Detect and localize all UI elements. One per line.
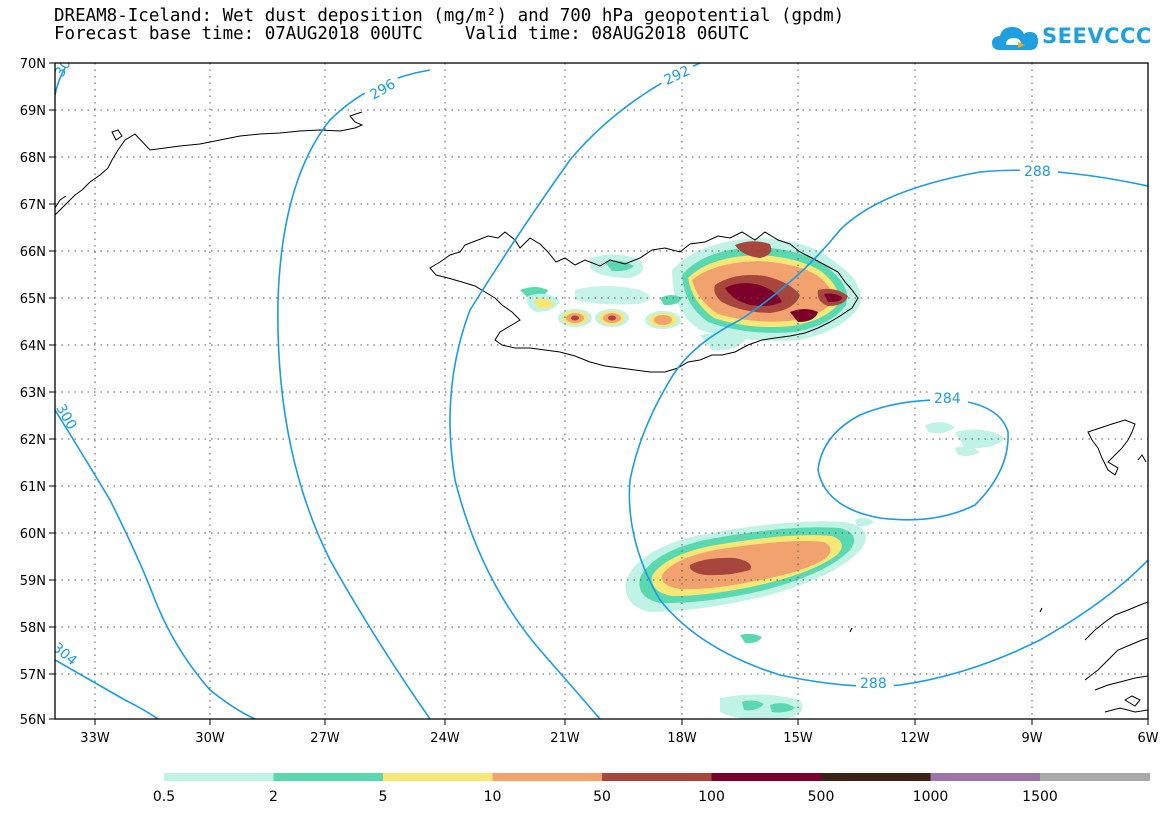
axis-ticks	[49, 62, 1149, 725]
lon-label: 30W	[195, 731, 225, 746]
legend-label: 0.5	[153, 789, 175, 805]
lat-label: 57N	[20, 668, 46, 683]
legend-label: 1500	[1022, 789, 1058, 805]
legend-label: 10	[484, 789, 502, 805]
legend-label: 5	[379, 789, 388, 805]
lat-label: 68N	[20, 151, 46, 166]
lat-label: 63N	[20, 386, 46, 401]
lon-label: 33W	[80, 731, 110, 746]
geopotential-contours	[55, 63, 1148, 719]
lon-label: 12W	[900, 731, 930, 746]
map-frame	[55, 63, 1148, 719]
legend-swatch	[1040, 773, 1150, 781]
lat-label: 62N	[20, 433, 46, 448]
latitude-labels: 70N 69N 68N 67N 66N 65N 64N 63N 62N 61N …	[20, 57, 46, 728]
map-subtitle: Forecast base time: 07AUG2018 00UTC Vali…	[54, 24, 750, 44]
lat-label: 56N	[20, 713, 46, 728]
lat-label: 67N	[20, 198, 46, 213]
legend-swatch	[492, 773, 603, 781]
lat-label: 59N	[20, 574, 46, 589]
map-title: DREAM8-Iceland: Wet dust deposition (mg/…	[54, 6, 845, 26]
legend-label: 100	[698, 789, 725, 805]
legend-label: 2	[269, 789, 278, 805]
legend-swatch	[930, 773, 1041, 781]
legend-swatch	[164, 773, 274, 781]
lat-label: 64N	[20, 339, 46, 354]
contour-label-284: 284	[934, 391, 961, 407]
legend-swatch	[383, 773, 493, 781]
color-legend: 0.5 2 5 10 50 100 500 1000 1500	[153, 773, 1150, 805]
lon-label: 6W	[1137, 731, 1158, 746]
contour-label-288-south: 288	[860, 676, 887, 692]
lon-label: 24W	[430, 731, 460, 746]
lat-label: 65N	[20, 292, 46, 307]
lon-label: 27W	[310, 731, 340, 746]
map-border	[54, 62, 1149, 720]
lon-label: 21W	[550, 731, 580, 746]
longitude-labels: 33W 30W 27W 24W 21W 18W 15W 12W 9W 6W	[80, 731, 1158, 746]
legend-swatch	[602, 773, 712, 781]
legend-label: 50	[593, 789, 611, 805]
lon-label: 18W	[667, 731, 697, 746]
cloud-logo-icon	[992, 27, 1038, 50]
map-gridlines	[55, 63, 1148, 719]
lat-label: 58N	[20, 621, 46, 636]
lat-label: 70N	[20, 57, 46, 72]
lat-label: 69N	[20, 104, 46, 119]
lat-label: 61N	[20, 480, 46, 495]
legend-swatch	[273, 773, 384, 781]
coastlines	[55, 111, 1148, 713]
dust-shading-plume	[625, 422, 1005, 719]
lat-label: 66N	[20, 245, 46, 260]
logo-text: SEEVCCC	[1042, 24, 1152, 48]
seevccc-logo: SEEVCCC	[990, 20, 1152, 56]
contour-label-288-north: 288	[1024, 164, 1051, 180]
legend-swatch	[821, 773, 931, 781]
lat-label: 60N	[20, 527, 46, 542]
lon-label: 15W	[783, 731, 813, 746]
legend-label: 500	[808, 789, 835, 805]
lon-label: 9W	[1021, 731, 1042, 746]
legend-label: 1000	[913, 789, 949, 805]
legend-swatch	[711, 773, 822, 781]
